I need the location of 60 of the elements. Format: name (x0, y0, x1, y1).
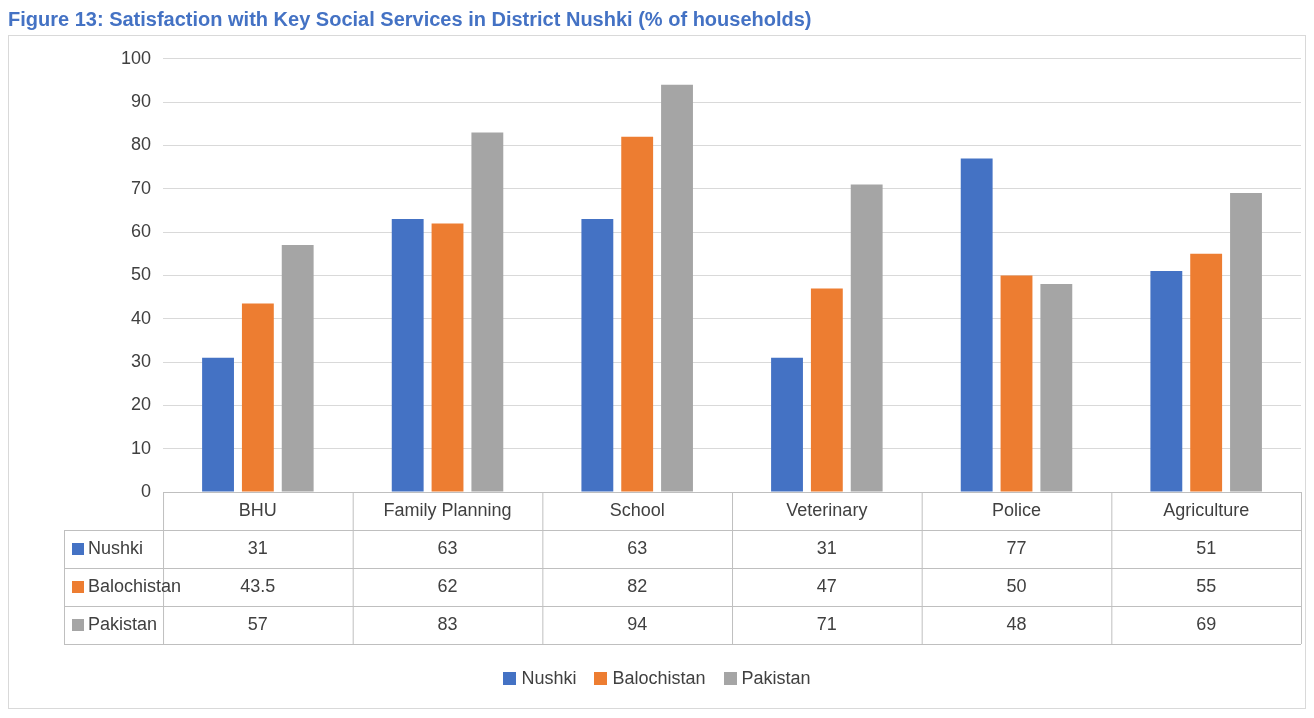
bar (771, 357, 803, 492)
bar (621, 136, 654, 492)
data-label: 50 (1006, 575, 1027, 596)
legend-label: Balochistan (88, 575, 182, 596)
data-label: 83 (437, 613, 458, 634)
bar (1040, 284, 1073, 492)
bar (281, 245, 314, 492)
x-tick-label: Police (991, 499, 1042, 520)
data-label: 82 (627, 575, 648, 596)
data-label: 71 (816, 613, 837, 634)
text: Nushki (521, 667, 577, 688)
y-tick-label: 0 (141, 480, 152, 501)
y-tick-label: 20 (131, 394, 152, 415)
legend-label: Nushki (88, 537, 144, 558)
legend-label: Pakistan (88, 613, 158, 634)
y-tick-label: 40 (131, 307, 152, 328)
y-tick-label: 70 (131, 177, 152, 198)
bar (1000, 275, 1033, 492)
y-tick-label: 80 (131, 134, 152, 155)
x-tick-label: BHU (238, 499, 277, 520)
data-label: 77 (1006, 537, 1027, 558)
bar (391, 219, 424, 492)
bar (241, 303, 274, 492)
data-label: 48 (1006, 613, 1027, 634)
y-tick-label: 60 (131, 221, 152, 242)
y-tick-label: 90 (131, 91, 152, 112)
data-label: 62 (437, 575, 458, 596)
y-tick-label: 10 (131, 437, 152, 458)
x-tick-label: Veterinary (786, 499, 868, 520)
y-tick-label: 50 (131, 264, 152, 285)
data-label: 69 (1196, 613, 1217, 634)
text: Pakistan (741, 667, 811, 688)
bar (810, 288, 843, 492)
data-label: 63 (437, 537, 458, 558)
text: Balochistan (612, 667, 706, 688)
bar (850, 184, 883, 492)
bar (471, 132, 504, 492)
data-label: 31 (247, 537, 268, 558)
bar (1230, 193, 1262, 492)
data-label: 57 (247, 613, 268, 634)
data-label: 63 (627, 537, 648, 558)
data-label: 43.5 (240, 575, 276, 596)
data-label: 31 (816, 537, 837, 558)
bar (202, 357, 234, 492)
bar (431, 223, 464, 492)
x-tick-label: Family Planning (383, 499, 512, 520)
data-label: 51 (1196, 537, 1217, 558)
bar (960, 158, 993, 492)
x-tick-label: Agriculture (1163, 499, 1250, 520)
y-tick-label: 100 (120, 47, 152, 68)
data-label: 55 (1196, 575, 1217, 596)
bar (661, 84, 693, 492)
chart-title: Figure 13: Satisfaction with Key Social Services in District Nushki (% of households) (8, 8, 813, 31)
bar (581, 219, 614, 492)
bar (1150, 271, 1183, 492)
data-label: 47 (816, 575, 837, 596)
data-label: 94 (627, 613, 648, 634)
x-tick-label: School (609, 499, 665, 520)
y-tick-label: 30 (131, 351, 152, 372)
bar (1190, 253, 1223, 492)
